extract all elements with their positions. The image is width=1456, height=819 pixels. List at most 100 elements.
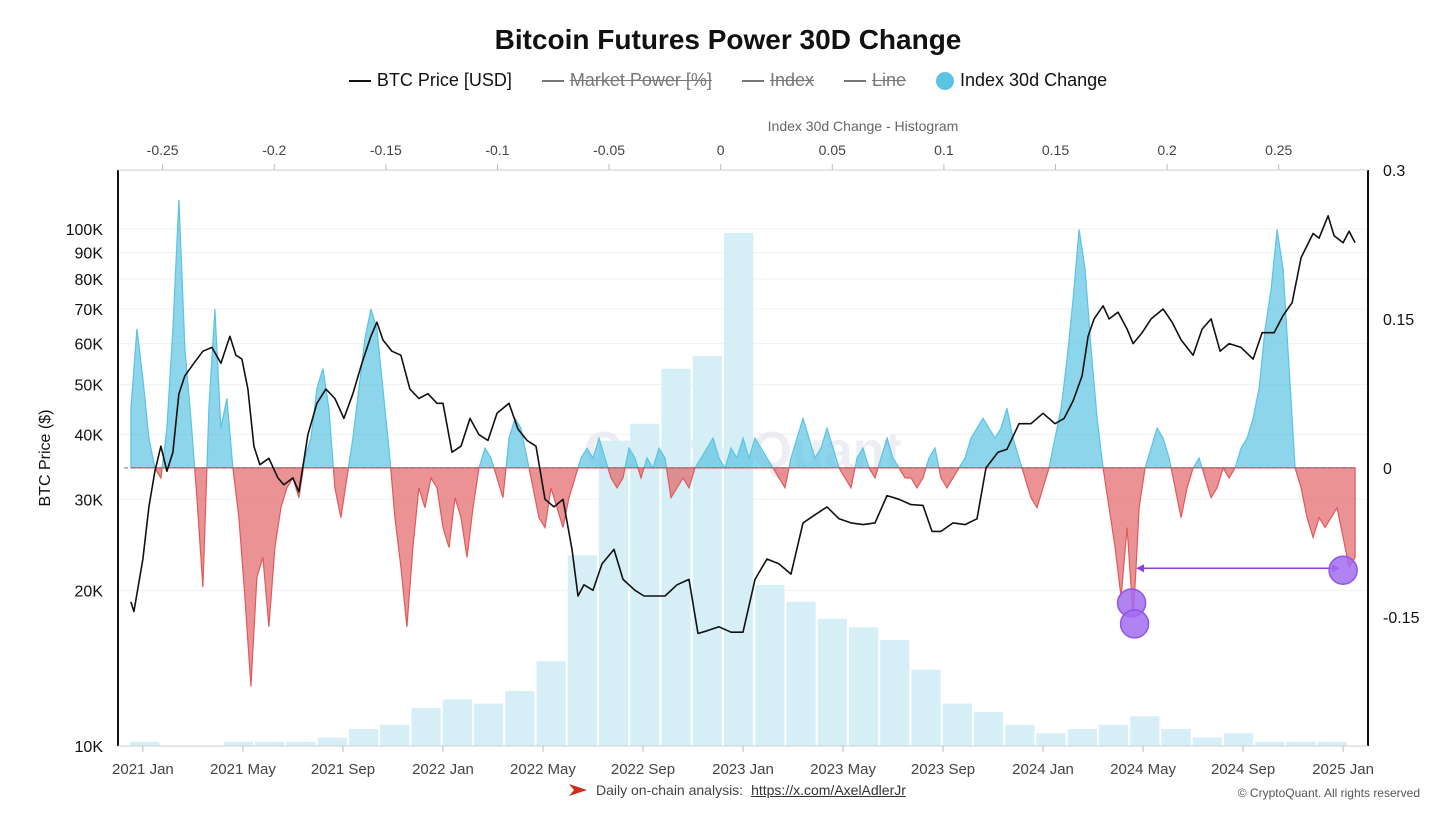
histogram-bar (786, 601, 816, 746)
histogram-bar (661, 368, 691, 746)
legend-label: Index 30d Change (960, 70, 1108, 90)
x-axis-tick-label: 2021 Sep (311, 761, 375, 778)
annotation-marker (1119, 609, 1150, 639)
histogram-bar (473, 703, 504, 746)
chart-legend: BTC Price [USD] Market Power [%] Index Line… (0, 70, 1456, 91)
legend-item[interactable]: Index (741, 70, 814, 91)
histogram (130, 233, 1347, 746)
y-left-tick-label: 40K (75, 428, 104, 445)
histogram-bar (317, 737, 347, 746)
x-axis-tick-label: 2022 Sep (611, 761, 675, 778)
x-axis-tick-label: 2022 May (510, 761, 576, 778)
histogram-bar (1067, 729, 1097, 746)
chart-title: Bitcoin Futures Power 30D Change (494, 24, 962, 55)
x-axis-tick-label: 2023 May (810, 761, 876, 778)
top-axis-tick-label: 0.15 (1042, 142, 1069, 158)
legend-line-icon (348, 79, 371, 82)
histogram-bar (1161, 729, 1191, 746)
x-axis-tick-label: 2021 Jan (112, 761, 174, 778)
top-axis-tick-label: -0.25 (147, 142, 179, 158)
top-axis-tick-label: 0.1 (934, 142, 954, 158)
copyright-text: © CryptoQuant. All rights reserved (1237, 786, 1420, 800)
legend-label: Market Power [%] (569, 70, 712, 90)
histogram-bar (973, 712, 1004, 746)
histogram-bar (286, 741, 316, 746)
histogram-bar (755, 584, 785, 746)
histogram-bar (1130, 716, 1160, 746)
histogram-bar (848, 627, 879, 746)
histogram-bar (1192, 737, 1222, 746)
footer-text: Daily on-chain analysis: (596, 782, 744, 798)
y-left-tick-label: 70K (75, 302, 104, 319)
legend-item[interactable]: Line (843, 70, 907, 91)
histogram-bar (380, 724, 410, 746)
histogram-bar (880, 640, 910, 746)
y-left-tick-label: 20K (75, 583, 104, 600)
y-left-tick-label: 80K (75, 272, 104, 289)
histogram-bar (1005, 724, 1035, 746)
histogram-bar (723, 233, 754, 746)
histogram-bar (1098, 724, 1129, 746)
top-axis-tick-label: -0.1 (485, 142, 509, 158)
histogram-bar (598, 440, 629, 746)
x-axis-tick-label: 2021 May (210, 761, 276, 778)
top-axis-tick-label: 0.2 (1157, 142, 1177, 158)
y-left-tick-label: 90K (75, 246, 104, 263)
top-axis-tick-label: -0.05 (593, 142, 625, 158)
histogram-bar (1317, 741, 1347, 746)
x-axis-tick-label: 2024 Sep (1211, 761, 1275, 778)
y-right-tick-label: 0.3 (1383, 163, 1405, 180)
y-left-tick-label: 30K (75, 492, 104, 509)
btc-price-line (130, 215, 1356, 635)
histogram-bar (536, 661, 566, 746)
top-axis-tick-label: 0.05 (819, 142, 846, 158)
histogram-bar (505, 690, 535, 746)
y-right-tick-label: 0 (1383, 461, 1392, 478)
y-left-tick-label: 10K (75, 739, 104, 756)
x-axis-tick-label: 2023 Sep (911, 761, 975, 778)
histogram-bar (942, 703, 972, 746)
legend-label: Line (871, 70, 907, 90)
legend-line-icon (843, 79, 866, 82)
histogram-bar (411, 707, 441, 746)
annotation-marker (1328, 555, 1358, 585)
top-axis-tick-label: -0.15 (370, 142, 402, 158)
legend-item[interactable]: BTC Price [USD] (348, 70, 512, 91)
y-left-tick-label: 100K (66, 222, 104, 239)
y-right-tick-label: 0.15 (1383, 312, 1414, 329)
top-axis-tick-label: 0 (717, 142, 725, 158)
x-axis-tick-label: 2024 Jan (1012, 761, 1074, 778)
histogram-bar (567, 555, 597, 746)
top-axis-tick-label: -0.2 (262, 142, 286, 158)
legend-line-icon (541, 79, 564, 82)
legend-item[interactable]: Index 30d Change (936, 70, 1107, 91)
histogram-bar (442, 699, 472, 746)
histogram-bar (348, 729, 379, 746)
histogram-bar (911, 669, 941, 746)
histogram-bar (1036, 733, 1066, 746)
y-right-tick-label: -0.15 (1383, 610, 1420, 627)
y-left-axis-label: BTC Price ($) (37, 410, 54, 507)
x-axis-tick-label: 2023 Jan (712, 761, 774, 778)
histogram-bar (692, 355, 722, 746)
x-axis-tick-label: 2024 May (1110, 761, 1176, 778)
histogram-bar (255, 741, 285, 746)
top-axis-tick-label: 0.25 (1265, 142, 1292, 158)
x-axis-tick-label: 2022 Jan (412, 761, 474, 778)
histogram-bar (630, 423, 660, 746)
legend-label: Index (769, 70, 814, 90)
flag-icon (569, 784, 587, 796)
histogram-bar (223, 741, 254, 746)
histogram-bar (1223, 733, 1254, 746)
x-axis-tick-label: 2025 Jan (1312, 761, 1374, 778)
legend-item[interactable]: Market Power [%] (541, 70, 712, 91)
histogram-bar (1286, 741, 1316, 746)
histogram-bar (1255, 741, 1285, 746)
legend-label: BTC Price [USD] (376, 70, 512, 90)
histogram-bar (817, 618, 847, 746)
y-left-tick-label: 60K (75, 337, 104, 354)
histogram-bar (130, 741, 160, 746)
footer-url-link[interactable]: https://x.com/AxelAdlerJr (751, 782, 906, 798)
annotation-arrow-head-left (1136, 564, 1145, 573)
